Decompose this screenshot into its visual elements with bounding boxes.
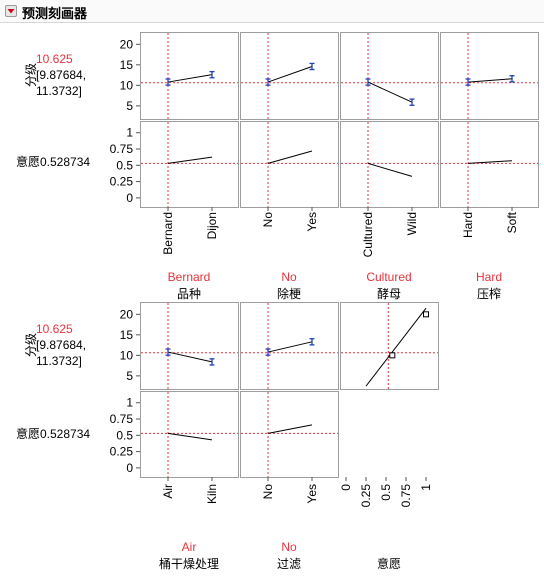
desirability-current-label: 意愿0.528734: [16, 154, 90, 169]
factor-current-value: Air: [182, 540, 197, 554]
collapse-toggle-button[interactable]: [5, 5, 17, 17]
level-tick-label: No: [261, 212, 275, 228]
desirability-panel-no-yes: [240, 391, 339, 478]
desirability-profile-line: [267, 424, 313, 434]
desirability-axis-tick-label: 0.5: [116, 428, 133, 442]
desirability-axis-tick-label: 0.5: [116, 158, 133, 172]
score-axis-tick-label: 20: [120, 37, 134, 51]
level-tick-label: Wild: [405, 212, 419, 235]
factor-name: 过滤: [277, 557, 301, 571]
level-tick-label: Yes: [305, 212, 319, 232]
score-axis-tick-label: 10: [120, 78, 134, 92]
desirability-panel-hard-soft: [440, 121, 539, 208]
score-current-value: 10.625: [36, 322, 73, 336]
factor-name: 品种: [177, 287, 201, 301]
desirability-handle[interactable]: [423, 311, 429, 318]
factor-name: 桶干燥处理: [159, 556, 219, 571]
factor-current-value: Bernard: [168, 270, 211, 284]
factor-name: 除梗: [277, 286, 301, 301]
desirability-profile-line: [467, 160, 513, 164]
desirability-current-label: 意愿0.528734: [16, 426, 90, 441]
score-profile-line: [167, 351, 213, 363]
desirability-x-tick-label: 1: [419, 484, 433, 491]
level-tick-label: Yes: [305, 484, 319, 504]
desirability-panel-air-kiln: [140, 391, 239, 478]
level-tick-label: Hard: [461, 212, 475, 238]
desirability-panel-bernard-dijon: [140, 121, 239, 208]
desirability-profile-line: [167, 432, 213, 441]
score-axis-title: 分级: [24, 333, 38, 357]
desirability-function-curve: [365, 307, 427, 387]
score-profile-line: [367, 81, 413, 103]
desirability-x-tick-label: 0.25: [359, 484, 373, 508]
score-axis-tick-label: 10: [120, 348, 134, 362]
profiler-title: 预测刻画器: [22, 7, 88, 22]
score-profile-line: [167, 74, 213, 83]
desirability-profile-line: [167, 156, 213, 164]
desirability-profile-line: [267, 150, 313, 164]
score-ci-lower: [9.87684,: [36, 338, 86, 352]
score-ci-upper: 11.3732]: [36, 354, 82, 368]
score-profile-line: [267, 341, 313, 353]
score-axis-tick-label: 5: [126, 99, 133, 113]
desirability-axis-tick-label: 0.25: [110, 445, 134, 459]
score-panel-cultured-wild: [340, 32, 439, 120]
factor-current-value: Hard: [476, 270, 502, 284]
factor-name: 压榨: [477, 286, 501, 301]
factor-current-value: Cultured: [366, 270, 411, 284]
score-profile-line: [267, 66, 313, 83]
level-tick-label: Bernard: [161, 212, 175, 255]
desirability-handle[interactable]: [389, 352, 396, 359]
score-axis-tick-label: 15: [120, 58, 134, 72]
score-panel-bernard-dijon: [140, 32, 239, 120]
desirability-axis-tick-label: 0: [126, 191, 133, 205]
score-axis-tick-label: 15: [120, 328, 134, 342]
factor-current-value: No: [281, 270, 297, 284]
score-panel-hard-soft: [440, 32, 539, 120]
desirability-axis-name: 意愿: [377, 556, 401, 571]
desirability-axis-tick-label: 0.75: [110, 142, 134, 156]
score-axis-tick-label: 5: [126, 369, 133, 383]
factor-current-value: No: [281, 540, 297, 554]
desirability-panel-no-yes: [240, 121, 339, 208]
level-tick-label: Dijon: [205, 212, 219, 239]
desirability-x-tick-label: 0.5: [379, 484, 393, 501]
level-tick-label: Cultured: [361, 212, 375, 257]
desirability-profile-line: [367, 162, 413, 177]
level-tick-label: No: [261, 484, 275, 500]
desirability-function-panel: [340, 302, 439, 390]
score-axis-title: 分级: [24, 63, 38, 87]
score-panel-no-yes: [240, 32, 339, 120]
level-tick-label: Soft: [505, 211, 519, 233]
desirability-axis-tick-label: 0.25: [110, 175, 134, 189]
profiler-header: 预测刻画器: [0, 0, 544, 23]
disclosure-triangle-down-icon: [7, 9, 15, 14]
desirability-axis-tick-label: 1: [126, 396, 133, 410]
score-panel-no-yes: [240, 302, 339, 390]
desirability-axis-tick-label: 1: [126, 126, 133, 140]
score-profile-line: [467, 78, 513, 83]
score-panel-air-kiln: [140, 302, 239, 390]
score-current-value: 10.625: [36, 52, 73, 66]
level-tick-label: Kiln: [205, 484, 219, 504]
level-tick-label: Air: [161, 484, 175, 499]
score-ci-upper: 11.3732]: [36, 84, 82, 98]
factor-name: 酵母: [377, 287, 401, 301]
desirability-x-tick-label: 0.75: [399, 484, 413, 508]
desirability-panel-cultured-wild: [340, 121, 439, 208]
desirability-x-tick-label: 0: [339, 484, 353, 491]
score-axis-tick-label: 20: [120, 307, 134, 321]
desirability-axis-tick-label: 0: [126, 461, 133, 475]
desirability-axis-tick-label: 0.75: [110, 412, 134, 426]
score-ci-lower: [9.87684,: [36, 68, 86, 82]
